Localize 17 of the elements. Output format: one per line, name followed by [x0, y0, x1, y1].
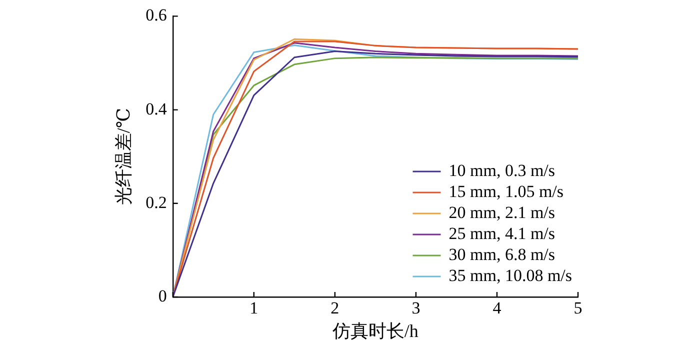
legend-label: 10 mm, 0.3 m/s [448, 160, 556, 180]
x-tick-label: 4 [492, 298, 502, 318]
x-tick-label: 3 [412, 298, 420, 318]
legend-label: 30 mm, 6.8 m/s [448, 244, 556, 264]
y-tick-label: 0 [158, 286, 167, 306]
y-axis-title: 光纤温差/℃ [114, 108, 134, 206]
x-tick-label: 1 [250, 298, 258, 318]
x-tick-label: 2 [330, 298, 340, 318]
y-tick-label: 0.2 [146, 192, 167, 212]
legend-label: 15 mm, 1.05 m/s [448, 182, 564, 201]
x-tick-label: 5 [574, 298, 582, 318]
legend-label: 20 mm, 2.1 m/s [448, 202, 556, 222]
legend-label: 25 mm, 4.1 m/s [448, 224, 556, 243]
x-axis-title: 仿真时长/h [331, 320, 418, 341]
y-tick-label: 0.6 [146, 6, 167, 25]
legend-label: 35 mm, 10.08 m/s [448, 266, 572, 285]
y-tick-label: 0.4 [146, 99, 168, 118]
